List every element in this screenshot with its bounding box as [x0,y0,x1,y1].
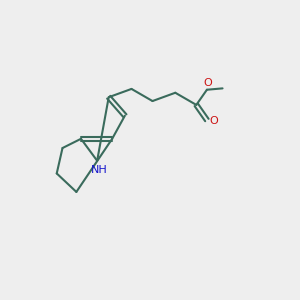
Text: O: O [203,78,212,88]
Text: NH: NH [91,164,108,175]
Text: O: O [209,116,218,126]
